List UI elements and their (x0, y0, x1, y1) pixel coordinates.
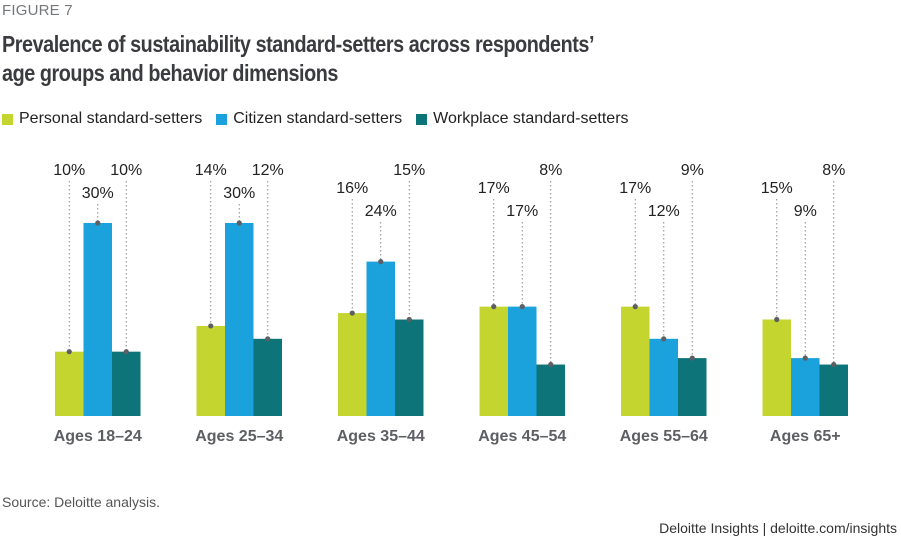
chart-title-line-2: age groups and behavior dimensions (2, 60, 339, 86)
value-marker (406, 316, 412, 323)
bar (338, 313, 367, 416)
value-marker (236, 220, 242, 226)
source-note: Source: Deloitte analysis. (2, 494, 160, 510)
value-marker (491, 304, 497, 310)
legend-swatch-workplace (416, 113, 428, 125)
value-marker (632, 304, 638, 310)
bar-group: 16% 24% 15% Ages 35–44 (336, 162, 425, 445)
legend-item-personal: Personal standard-setters (2, 110, 202, 128)
value-marker (689, 355, 695, 361)
value-marker (95, 220, 101, 226)
value-marker (265, 336, 271, 342)
bar (55, 351, 84, 416)
bar-group: 15%9% 8% Ages 65+ (761, 162, 848, 445)
bar (479, 306, 508, 416)
bar (678, 358, 707, 416)
value-marker (378, 259, 384, 265)
bar (366, 261, 395, 416)
bar-group: 17% 17% 8% Ages 45–54 (478, 162, 567, 445)
value-marker (548, 361, 554, 368)
category-label: Ages 35–44 (337, 428, 425, 445)
bar (762, 319, 791, 416)
bar (395, 319, 424, 416)
data-label: 8% (822, 162, 845, 179)
category-label: Ages 25–34 (195, 428, 283, 445)
data-label: 10% (53, 162, 85, 179)
bar (791, 358, 820, 416)
data-label: 10% (110, 162, 142, 179)
legend-swatch-personal (2, 113, 13, 125)
data-label: 9% (794, 203, 817, 220)
data-label: 8% (539, 162, 562, 179)
data-label: 12% (648, 203, 680, 220)
data-label: 17% (478, 180, 510, 197)
legend-item-workplace: Workplace standard-setters (416, 110, 629, 128)
legend: Personal standard-setters Citizen standa… (2, 110, 643, 128)
data-label: 12% (252, 162, 284, 179)
category-label: Ages 55–64 (620, 428, 708, 445)
data-label: 16% (336, 180, 368, 197)
legend-item-citizen: Citizen standard-setters (216, 110, 402, 128)
value-marker (774, 316, 780, 323)
value-marker (208, 323, 214, 329)
category-label: Ages 65+ (770, 428, 841, 445)
data-label: 15% (393, 162, 425, 179)
category-label: Ages 18–24 (54, 428, 142, 445)
bar (508, 306, 537, 416)
bar (196, 325, 225, 416)
data-label: 30% (223, 185, 255, 202)
data-label: 17% (506, 203, 538, 220)
legend-label-personal: Personal standard-setters (19, 110, 203, 127)
value-marker (802, 355, 808, 361)
value-marker (661, 336, 667, 342)
value-marker (66, 349, 72, 355)
bar-group: 10% 30% 10% Ages 18–24 (53, 162, 142, 445)
data-label: 15% (761, 180, 793, 197)
bar (621, 306, 650, 416)
data-label: 24% (365, 203, 397, 220)
data-label: 14% (195, 162, 227, 179)
bar (253, 338, 282, 416)
chart-title: Prevalence of sustainability standard-se… (2, 30, 862, 88)
legend-swatch-citizen (216, 113, 228, 125)
credit-line: Deloitte Insights | deloitte.com/insight… (659, 520, 897, 536)
bar (819, 364, 848, 416)
chart-title-line-1: Prevalence of sustainability standard-se… (2, 31, 595, 57)
value-marker (831, 361, 837, 368)
figure-label: FIGURE 7 (2, 2, 73, 19)
bar (83, 223, 112, 416)
category-label: Ages 45–54 (478, 428, 566, 445)
value-marker (349, 310, 355, 316)
bar (649, 338, 678, 416)
value-marker (519, 304, 525, 310)
value-marker (123, 349, 129, 355)
data-label: 9% (681, 162, 704, 179)
bar (112, 351, 141, 416)
data-label: 30% (82, 185, 114, 202)
bar (536, 364, 565, 416)
bar-group: 17% 12% 9% Ages 55–64 (619, 162, 708, 445)
data-label: 17% (619, 180, 651, 197)
bar (225, 223, 254, 416)
legend-label-citizen: Citizen standard-setters (233, 110, 403, 127)
legend-label-workplace: Workplace standard-setters (433, 110, 629, 127)
bar-group: 14% 30% 12% Ages 25–34 (195, 162, 284, 445)
